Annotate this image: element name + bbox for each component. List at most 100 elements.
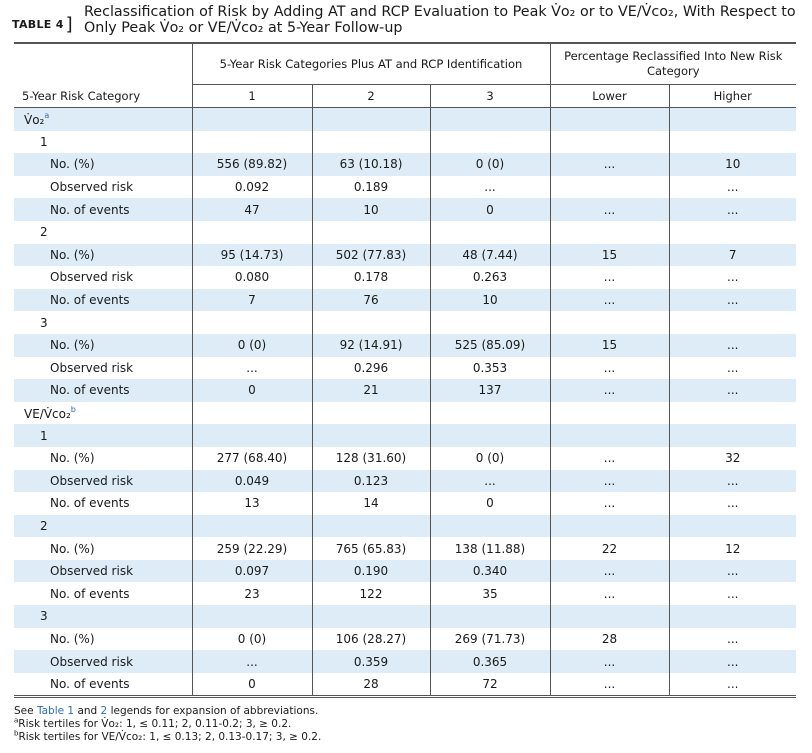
table-row: No. of events 0 21 137...... [14, 379, 796, 402]
cell-col-higher [668, 424, 796, 447]
cell-col-2: 0.123 [311, 469, 430, 493]
cell-col-higher: ... [668, 559, 796, 583]
row-label: No. (%) [14, 153, 192, 176]
cell-col-lower: ... [549, 492, 669, 515]
cell-col-higher [668, 130, 796, 154]
table-1-link[interactable]: Table 1 [36, 705, 75, 717]
row-label: 3 [14, 605, 192, 628]
cell-col-1: 0.092 [191, 175, 312, 199]
cell-col-lower: ... [549, 198, 669, 221]
header-col-1: 1 [191, 84, 312, 108]
cell-col-1: 0.097 [191, 559, 312, 583]
row-label: 1 [14, 424, 192, 447]
cell-col-higher: 7 [668, 243, 796, 267]
table-row: No. of events 7 76 10...... [14, 288, 796, 312]
cell-col-1 [191, 401, 312, 425]
table-row: No. of events 23 122 35...... [14, 582, 796, 606]
cell-col-2 [311, 401, 430, 425]
cell-col-higher: ... [668, 266, 796, 289]
table-caption: Reclassification of Risk by Adding AT an… [84, 4, 796, 36]
cell-col-lower: ... [549, 469, 669, 493]
cell-col-lower [549, 107, 669, 131]
row-label: Observed risk [14, 650, 192, 673]
row-label: No. (%) [14, 243, 192, 267]
cell-col-3: ... [429, 175, 550, 199]
cell-col-higher [668, 220, 796, 244]
cell-col-3: 0.353 [429, 356, 550, 380]
row-label: Observed risk [50, 360, 134, 375]
cell-col-higher: ... [668, 379, 796, 402]
cell-col-higher: ... [668, 582, 796, 606]
cell-col-2: 10 [311, 198, 430, 221]
cell-col-2: 0.190 [311, 559, 430, 583]
cell-col-higher: ... [668, 672, 796, 699]
row-label: No. (%) [50, 631, 95, 646]
footnote-a: aRisk tertiles for V̇o₂: 1, ≤ 0.11; 2, 0… [14, 716, 292, 730]
row-label: Observed risk [50, 270, 134, 285]
table-row: 1 [14, 424, 796, 447]
cell-col-3: ... [429, 469, 550, 493]
cell-col-lower: ... [549, 559, 669, 583]
cell-col-2: 122 [311, 582, 430, 606]
cell-col-3: 0.365 [429, 650, 550, 673]
cell-col-1: 0 [191, 379, 312, 402]
cell-col-lower: 15 [549, 243, 669, 267]
cell-col-3: 10 [429, 288, 550, 312]
cell-col-2: 76 [311, 288, 430, 312]
table-row: 3 [14, 311, 796, 334]
cell-col-3: 0 [429, 198, 550, 221]
table-row: No. of events 0 28 72...... [14, 672, 796, 699]
cell-col-2: 28 [311, 672, 430, 699]
table-row: Observed risk 0.080 0.178 0.263...... [14, 266, 796, 289]
footnote-marker: b [70, 404, 76, 414]
cell-col-2 [311, 311, 430, 334]
table-2-link[interactable]: 2 [100, 705, 108, 717]
cell-col-1: 259 (22.29) [191, 537, 312, 560]
cell-col-3: 72 [429, 672, 550, 699]
table-row: No. of events 47 10 0...... [14, 198, 796, 221]
header-col-higher: Higher [668, 84, 796, 108]
cell-col-higher [668, 311, 796, 334]
table-body: V̇o₂a 1 No. (%) 556 (89.82) 63 (10.18) 0 (0).… [14, 107, 796, 699]
table-row: No. (%) 556 (89.82) 63 (10.18) 0 (0)... 10 [14, 153, 796, 176]
cell-col-lower [549, 130, 669, 154]
cell-col-1 [191, 514, 312, 538]
cell-col-1 [191, 220, 312, 244]
table-row: Observed risk 0.097 0.190 0.340...... [14, 559, 796, 583]
cell-col-higher: ... [668, 650, 796, 673]
cell-col-2 [311, 220, 430, 244]
row-label: 2 [40, 225, 48, 240]
row-label: 1 [40, 134, 48, 149]
row-label: 2 [14, 514, 192, 538]
cell-col-2: 0.296 [311, 356, 430, 380]
cell-col-higher: ... [668, 469, 796, 493]
cell-col-higher: 10 [668, 153, 796, 176]
cell-col-3 [429, 401, 550, 425]
cell-col-2 [311, 514, 430, 538]
cell-col-higher: ... [668, 492, 796, 515]
table-row: Observed risk... 0.359 0.365...... [14, 650, 796, 673]
row-label: No. of events [50, 586, 130, 601]
cell-col-3: 525 (85.09) [429, 333, 550, 357]
cell-col-higher [668, 401, 796, 425]
cell-col-lower: ... [549, 356, 669, 380]
cell-col-lower [549, 514, 669, 538]
cell-col-lower [549, 401, 669, 425]
cell-col-lower: 28 [549, 627, 669, 651]
table-footnotes: See Table 1 and 2 legends for expansion … [14, 705, 321, 744]
cell-col-3: 48 (7.44) [429, 243, 550, 267]
cell-col-lower [549, 311, 669, 334]
cell-col-2 [311, 424, 430, 447]
cell-col-1: ... [191, 356, 312, 380]
table-label: TABLE 4] [12, 14, 73, 35]
header-group-reclassified: Percentage Reclassified Into New Risk Ca… [549, 43, 796, 85]
cell-col-lower: ... [549, 672, 669, 699]
cell-col-1 [191, 605, 312, 628]
cell-col-1: 0.049 [191, 469, 312, 493]
row-label: V̇o₂a [14, 107, 192, 131]
footnote-b: bRisk tertiles for VE/V̇co₂: 1, ≤ 0.13; … [14, 729, 322, 743]
table-row: VE/V̇co₂b [14, 401, 796, 425]
cell-col-2 [311, 605, 430, 628]
row-label: No. of events [50, 496, 130, 511]
cell-col-2: 0.189 [311, 175, 430, 199]
